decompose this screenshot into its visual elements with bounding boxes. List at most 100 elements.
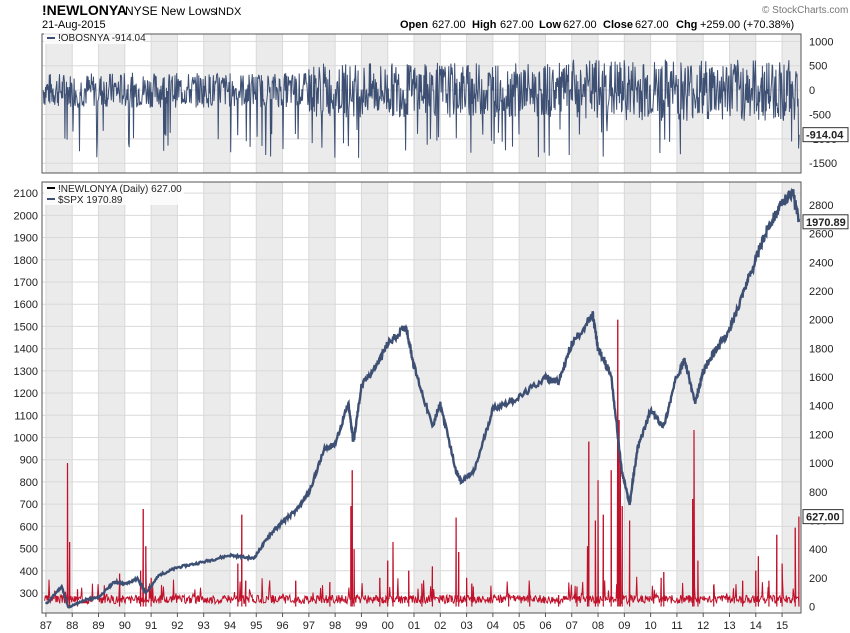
panel-frame xyxy=(41,181,802,614)
x-tick-label: 89 xyxy=(92,620,104,632)
right-tick-label: 400 xyxy=(809,544,827,556)
x-tick-label: 88 xyxy=(66,620,78,632)
year-band xyxy=(361,182,388,613)
year-band xyxy=(151,182,178,613)
left-tick-label: 2000 xyxy=(14,210,38,222)
left-tick-label: 1100 xyxy=(14,410,38,422)
year-band xyxy=(98,182,125,613)
watermark: © StockCharts.com xyxy=(762,5,848,16)
last-value-label: -914.04 xyxy=(806,130,844,142)
year-band xyxy=(256,182,283,613)
year-band xyxy=(466,182,493,613)
close-label: Close xyxy=(603,19,633,31)
year-band xyxy=(519,182,546,613)
quote-row: Open 627.00 High 627.00 Low 627.00 Close… xyxy=(400,19,794,31)
left-tick-label: 1300 xyxy=(14,366,38,378)
y-tick-label: 0 xyxy=(809,85,815,97)
left-tick-label: 1000 xyxy=(14,432,38,444)
left-tick-label: 1600 xyxy=(14,299,38,311)
close-value: 627.00 xyxy=(635,19,669,31)
open-label: Open xyxy=(400,19,428,31)
x-tick-label: 06 xyxy=(539,620,551,632)
y-tick-label: -1500 xyxy=(809,158,837,170)
high-label: High xyxy=(472,19,497,31)
x-tick-label: 96 xyxy=(276,620,288,632)
x-tick-label: 90 xyxy=(119,620,131,632)
x-tick-label: 98 xyxy=(329,620,341,632)
legend-swatch xyxy=(47,187,55,189)
legend-new-lows: !NEWLONYA (Daily) 627.00 xyxy=(58,184,182,195)
chart-date: 21-Aug-2015 xyxy=(42,19,106,31)
year-band xyxy=(782,182,801,613)
right-tick-label: 1800 xyxy=(809,343,833,355)
x-tick-label: 11 xyxy=(671,620,682,632)
left-tick-label: 900 xyxy=(20,455,38,467)
newlows-last-label: 627.00 xyxy=(806,512,840,524)
legend-bg xyxy=(44,183,184,205)
year-band xyxy=(729,182,756,613)
x-tick-label: 13 xyxy=(723,620,735,632)
last-value-box xyxy=(802,127,849,143)
right-tick-label: 800 xyxy=(809,487,827,499)
y-tick-label: 500 xyxy=(809,61,827,73)
right-tick-label: 1000 xyxy=(809,458,833,470)
right-tick-label: 2600 xyxy=(809,229,833,241)
x-tick-label: 92 xyxy=(171,620,183,632)
legend-swatch xyxy=(47,37,55,39)
low-label: Low xyxy=(539,19,561,31)
x-tick-label: 99 xyxy=(355,620,367,632)
left-tick-label: 300 xyxy=(20,588,38,600)
high-value: 627.00 xyxy=(500,19,534,31)
x-tick-label: 15 xyxy=(776,620,788,632)
x-tick-label: 91 xyxy=(145,620,157,632)
x-tick-label: 01 xyxy=(408,620,420,632)
price-panel: 300 400 500 600 700 800 900 1000 1100 1200 1300 140… xyxy=(14,181,849,614)
exchange-label: INDX xyxy=(215,6,242,18)
x-tick-label: 03 xyxy=(460,620,472,632)
year-band xyxy=(571,182,599,613)
x-tick-label: 12 xyxy=(697,620,709,632)
newlows-last-box xyxy=(802,509,844,525)
year-band xyxy=(414,182,441,613)
left-tick-label: 400 xyxy=(20,566,38,578)
right-tick-label: 2200 xyxy=(809,286,833,298)
x-tick-label: 14 xyxy=(750,620,762,632)
legend-swatch xyxy=(47,198,55,200)
year-band xyxy=(624,34,651,173)
open-value: 627.00 xyxy=(432,19,466,31)
right-tick-label: 1400 xyxy=(809,401,833,413)
legend-oscillator: !OBOSNYA -914.04 xyxy=(58,33,146,44)
year-band xyxy=(203,34,230,173)
legend-bg xyxy=(44,32,144,44)
x-tick-label: 09 xyxy=(618,620,630,632)
x-tick-label: 02 xyxy=(434,620,446,632)
chg-value: +259.00 (+70.38%) xyxy=(700,19,794,31)
x-tick-label: 95 xyxy=(250,620,262,632)
right-tick-label: 1200 xyxy=(809,429,833,441)
right-tick-label: 2000 xyxy=(809,315,833,327)
spx-last-label: 1970.89 xyxy=(806,217,846,229)
spx-last-box xyxy=(802,214,849,230)
legend-spx: $SPX 1970.89 xyxy=(58,195,123,206)
y-tick-label: 1000 xyxy=(809,36,833,48)
left-tick-label: 1500 xyxy=(14,321,38,333)
left-tick-label: 800 xyxy=(20,477,38,489)
left-tick-label: 1400 xyxy=(14,344,38,356)
year-band xyxy=(676,182,704,613)
x-tick-label: 10 xyxy=(644,620,656,632)
x-tick-label: 04 xyxy=(487,620,499,632)
x-tick-label: 08 xyxy=(592,620,604,632)
left-tick-label: 1800 xyxy=(14,255,38,267)
low-value: 627.00 xyxy=(563,19,597,31)
left-tick-label: 1700 xyxy=(14,277,38,289)
x-tick-label: 00 xyxy=(382,620,394,632)
x-tick-label: 05 xyxy=(513,620,525,632)
year-band xyxy=(624,182,651,613)
right-tick-label: 2400 xyxy=(809,257,833,269)
x-tick-label: 07 xyxy=(566,620,578,632)
year-band xyxy=(308,182,336,613)
year-band xyxy=(571,34,599,173)
right-tick-label: 1600 xyxy=(809,372,833,384)
